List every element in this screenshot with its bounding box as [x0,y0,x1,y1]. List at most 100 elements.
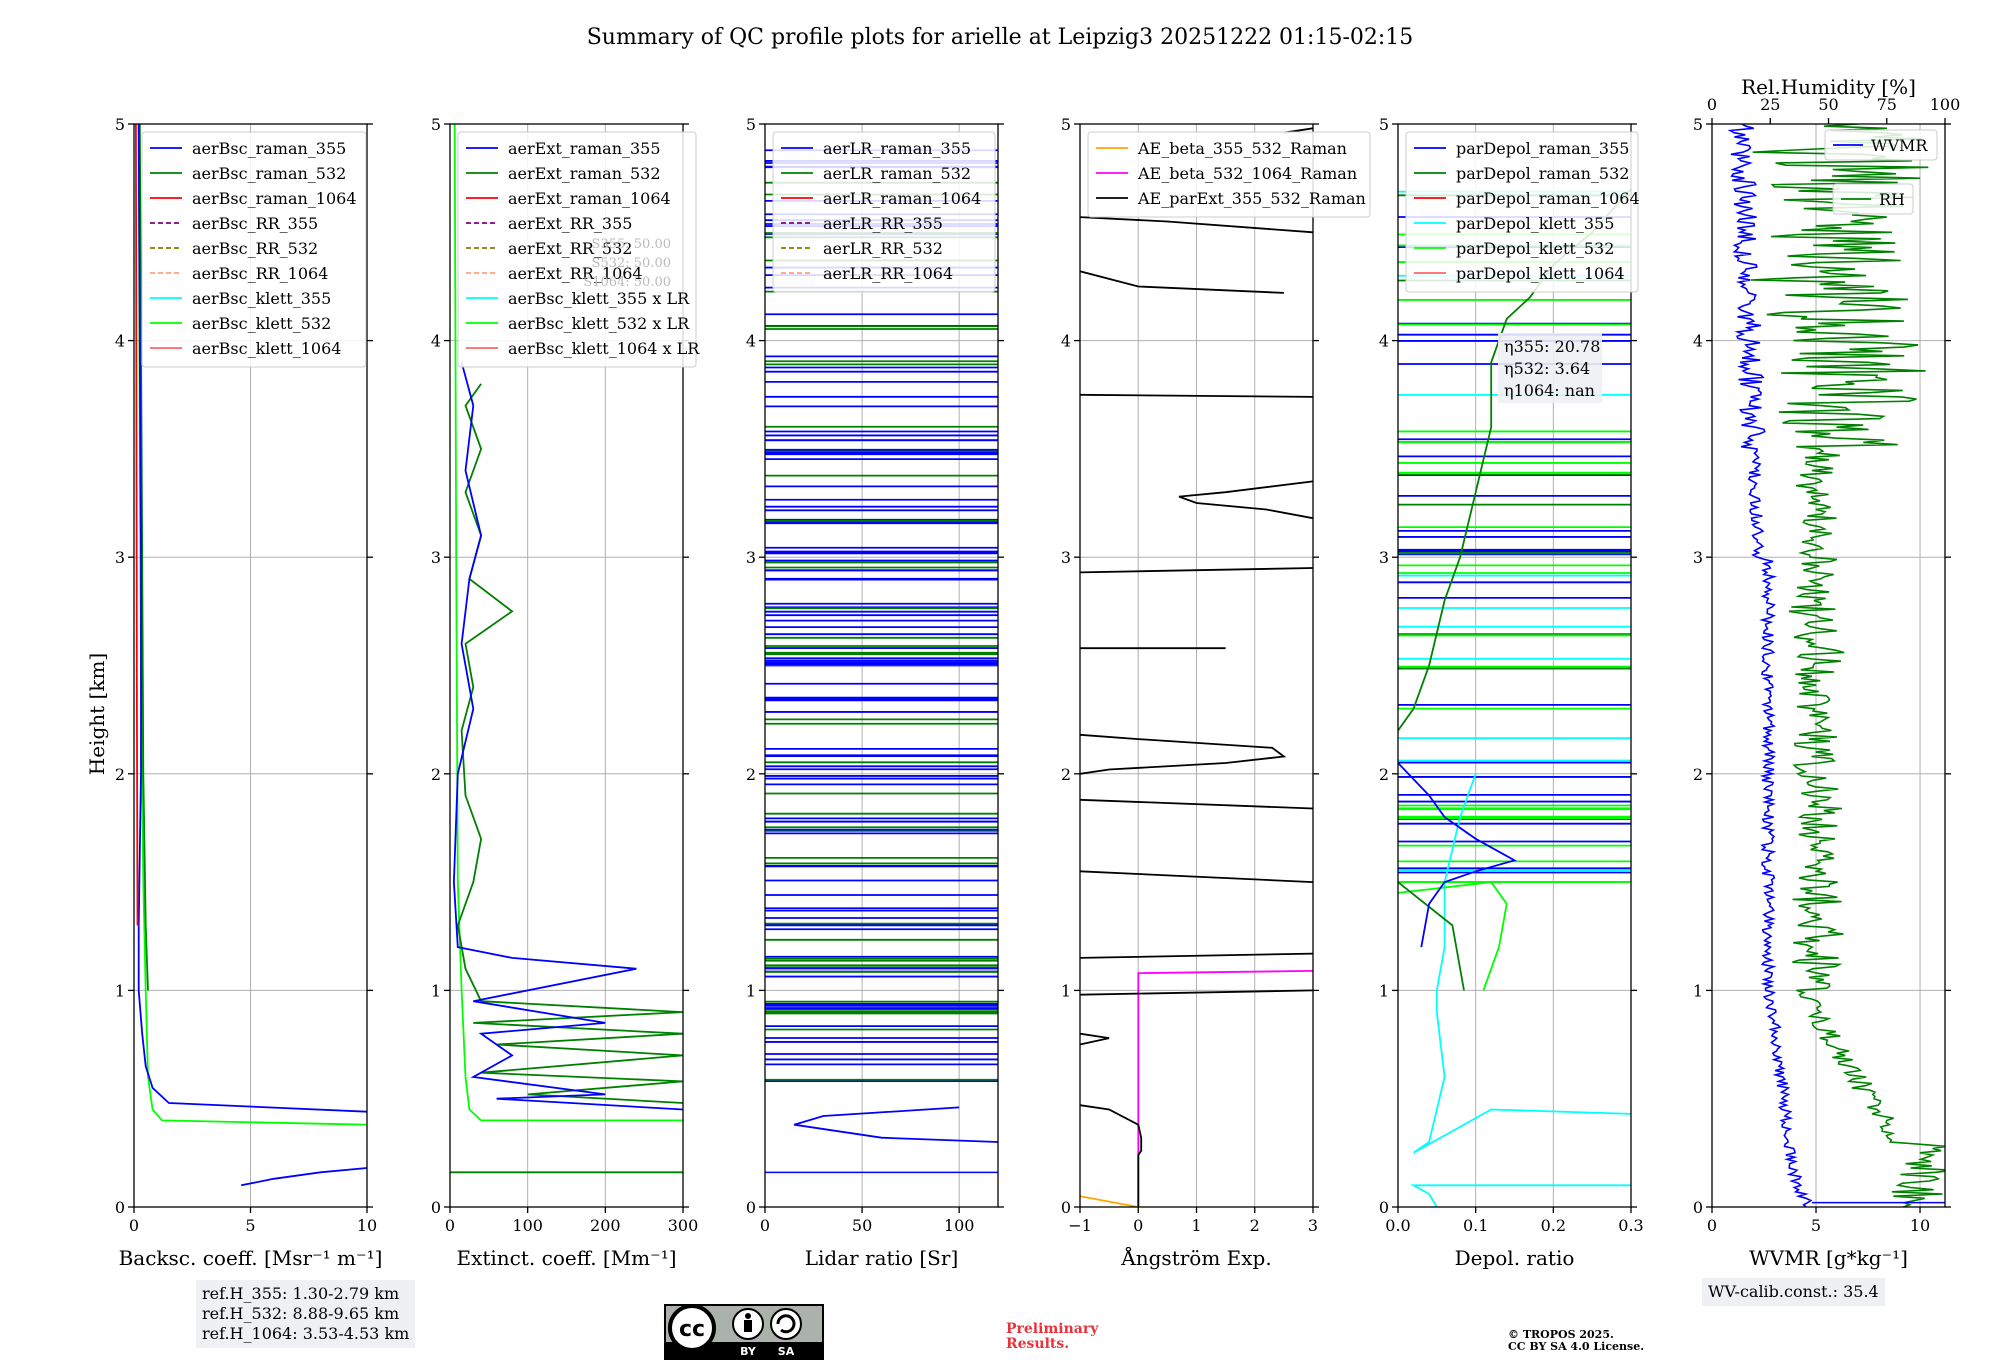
x2-tick-label: 50 [1818,95,1838,114]
y-tick-label: 3 [431,548,441,567]
legend-label: aerBsc_klett_355 x LR [508,289,690,308]
legend-label: aerBsc_RR_532 [192,239,318,258]
series-ae-parext-c [1080,989,1313,996]
series-ae-parext-b [1080,1032,1110,1046]
x-tick-label: 50 [852,1216,872,1235]
x-tick-label: 5 [245,1216,255,1235]
x-tick-label: 0.1 [1463,1216,1488,1235]
copyright-note: © TROPOS 2025. CC BY SA 4.0 License. [1508,1329,1644,1353]
y-tick-label: 0 [1061,1198,1071,1217]
cc-sa-text: SA [778,1345,795,1358]
x-tick-label: 0.0 [1385,1216,1410,1235]
preliminary-results-note: Preliminary Results. [1006,1322,1098,1352]
cc-by-sa-logo: cc BY SA [664,1304,824,1360]
legend-label: aerBsc_klett_1064 x LR [508,339,700,358]
y-tick-label: 3 [1061,548,1071,567]
y-tick-label: 3 [115,548,125,567]
legend-label: RH [1879,190,1905,209]
legend-label: aerLR_RR_355 [823,214,943,233]
lidar-ratio-annotations: S355: 50.00 S532: 50.00 S1064: 50.00 [583,237,671,290]
eta-annotation: η355: 20.78 [1504,337,1600,356]
x-tick-label: 2 [1250,1216,1260,1235]
lidar-ratio-annotation: S355: 50.00 [592,237,671,252]
legend-label: parDepol_raman_355 [1456,139,1629,158]
y-tick-label: 4 [1693,332,1703,351]
y-tick-label: 5 [431,115,441,134]
x-tick-label: 0 [1133,1216,1143,1235]
y-tick-label: 4 [1379,332,1389,351]
plot-area-wv [1712,124,1945,1207]
y-tick-label: 5 [1061,115,1071,134]
results-text: Results. [1006,1336,1070,1352]
eta-box [1498,333,1602,403]
legend-ae: AE_beta_355_532_Raman AE_beta_532_1064_Ra… [1087,131,1371,218]
y-tick-label: 1 [1693,981,1703,1000]
legend-rh: RH [1832,183,1914,215]
wvmr-trace [1727,124,1813,1207]
legend-label: aerBsc_RR_1064 [192,264,328,283]
series-aerbsc-raman-532 [138,124,149,991]
y-tick-label: 0 [1379,1198,1389,1217]
legend-label: aerBsc_klett_532 [192,314,331,333]
series-ae-beta-532-1064-raman [1137,970,1313,1207]
legend-label: parDepol_klett_1064 [1456,264,1625,283]
axes-frame [764,123,999,1208]
y-tick-label: 2 [1693,765,1703,784]
copyright-line: © TROPOS 2025. [1508,1328,1614,1341]
legend-label: WVMR [1871,136,1928,155]
x-tick-label: 0.3 [1618,1216,1643,1235]
x-tick-label: 100 [512,1216,543,1235]
x2-tick-label: 25 [1760,95,1780,114]
legend-label: aerExt_raman_355 [508,139,661,158]
legend-label: AE_beta_355_532_Raman [1137,139,1347,158]
x-axis-label: WVMR [g*kg⁻¹] [1749,1246,1908,1270]
legend-wvmr: WVMR [1824,129,1938,161]
cc-by-text: BY [740,1345,757,1358]
y-tick-label: 0 [115,1198,125,1217]
y-tick-label: 1 [1061,981,1071,1000]
legend-box [1832,183,1914,215]
x-tick-label: 0 [760,1216,770,1235]
y-tick-label: 1 [115,981,125,1000]
legend-label: aerExt_RR_1064 [508,264,643,283]
y-tick-label: 2 [431,765,441,784]
y-tick-label: 2 [1379,765,1389,784]
x-tick-label: 200 [590,1216,621,1235]
legend-label: aerBsc_raman_1064 [192,189,357,208]
legend-box [1824,129,1938,161]
y-tick-label: 5 [1379,115,1389,134]
legend-label: aerBsc_RR_355 [192,214,318,233]
lidar-ratio-annotation: S1064: 50.00 [583,275,671,290]
y-tick-label: 1 [1379,981,1389,1000]
legend-label: aerLR_RR_532 [823,239,943,258]
legend-ext: aerExt_raman_355 aerExt_raman_532 aerExt_r… [457,131,700,368]
legend-label: aerBsc_klett_1064 [192,339,341,358]
legend-label: aerExt_raman_532 [508,164,661,183]
legend-box [1087,131,1371,218]
axes-frame [1397,123,1632,1208]
panel-bsc: 0 1 2 3 4 5 0 5 10 Backsc. coeff. [Msr⁻¹ m⁻¹] aerB… [115,115,383,1270]
legend-label: aerBsc_raman_532 [192,164,346,183]
legend-label: parDepol_klett_355 [1456,214,1614,233]
y-tick-label: 2 [115,765,125,784]
legend-label: aerBsc_raman_355 [192,139,346,158]
series-pardepol-klett-355-b [1412,773,1631,1154]
series-ae-parext-j [1178,480,1313,520]
panel-depol: 0 1 2 3 4 5 0.0 0.1 0.2 0.3 Depol. ratio parDepol_r… [1379,115,1644,1270]
y-tick-label: 0 [746,1198,756,1217]
legend-label: aerBsc_klett_355 [192,289,331,308]
series-pardepol-raman-355 [1398,762,1517,948]
x-tick-label: 300 [668,1216,699,1235]
axes-frame [449,123,684,1208]
legend-label: aerLR_RR_1064 [823,264,953,283]
series-ae-parext-a [1080,1104,1143,1207]
legend-box [772,131,996,293]
ref-height-355: ref.H_355: 1.30-2.79 km [202,1284,400,1303]
legend-label: aerExt_RR_355 [508,214,632,233]
legend-label: aerLR_raman_1064 [823,189,981,208]
preliminary-text: Preliminary [1006,1321,1099,1337]
series-aerbsc-raman-355 [137,124,367,1113]
y-tick-label: 3 [1693,548,1703,567]
series-pardepol-klett-532 [1398,881,1508,991]
